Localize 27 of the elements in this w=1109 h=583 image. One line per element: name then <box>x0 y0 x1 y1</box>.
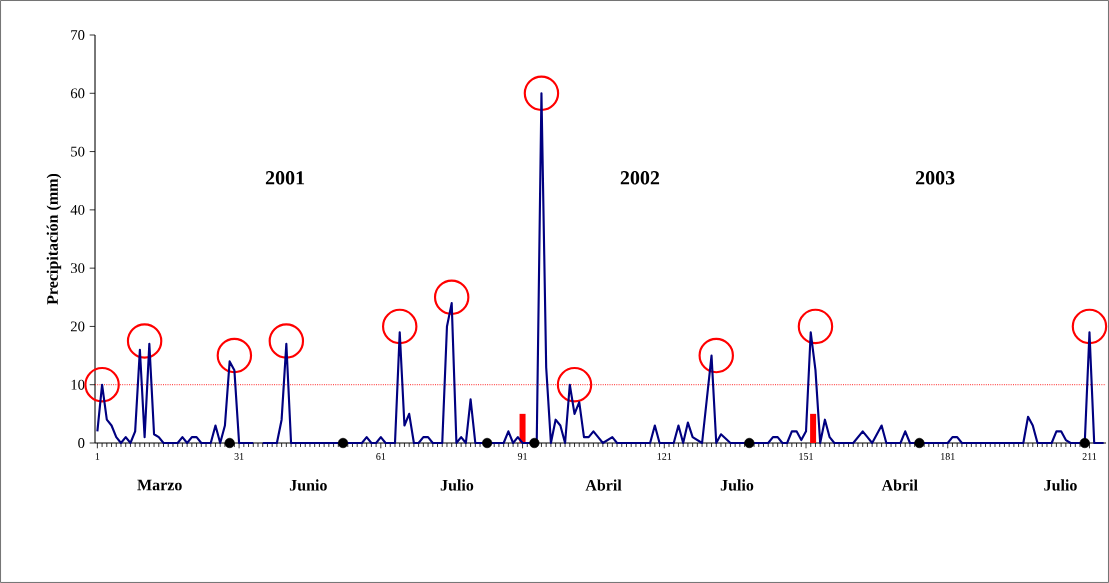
x-tick-label: 31 <box>234 453 244 460</box>
x-tick-label: 121 <box>657 453 672 460</box>
x-tick-label: 1 <box>95 453 100 460</box>
y-tick-label: 10 <box>71 379 85 390</box>
x-tick-label: 151 <box>799 453 813 460</box>
annotation: 2002 <box>620 171 660 185</box>
x-tick-label: 61 <box>376 453 386 460</box>
y-tick-label: 50 <box>71 146 85 157</box>
x-tick-label: 181 <box>941 453 955 460</box>
y-tick-label: 60 <box>70 88 85 99</box>
text: Julio <box>1044 479 1077 491</box>
text: Abril <box>585 479 622 491</box>
y-axis-title: Precipitación (mm) <box>46 173 62 305</box>
text: Abril <box>881 479 918 491</box>
y-tick-label: 30 <box>71 263 85 274</box>
annotation: 2003 <box>915 171 955 185</box>
text: Julio <box>720 479 754 491</box>
y-tick-label: 40 <box>70 204 85 215</box>
text: Marzo <box>137 479 182 491</box>
x-tick-label: 91 <box>517 453 527 460</box>
annotation: 2001 <box>265 171 305 185</box>
y-tick-label: 70 <box>71 30 85 40</box>
text: Junio <box>289 479 327 491</box>
y-tick-label: 0 <box>78 438 85 448</box>
text: Julio <box>440 479 474 491</box>
y-tick-label: 20 <box>70 321 85 332</box>
x-tick-label: 211 <box>1082 453 1097 460</box>
